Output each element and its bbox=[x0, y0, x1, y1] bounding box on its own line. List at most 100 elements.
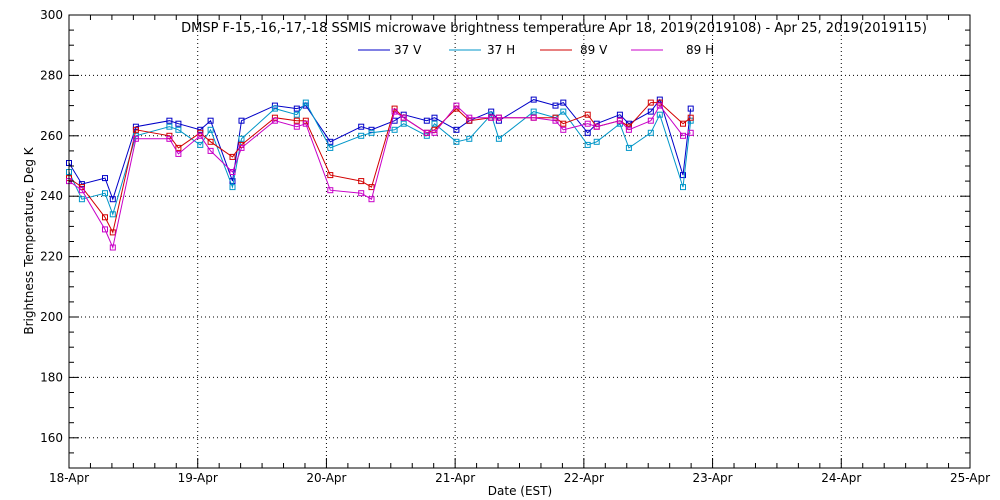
point-89h-13 bbox=[302, 120, 309, 127]
series-line-37v bbox=[68, 98, 692, 201]
point-89h-7 bbox=[197, 132, 204, 139]
y-tick-label-280: 280 bbox=[40, 68, 63, 82]
point-89h-6 bbox=[175, 150, 182, 157]
point-89h-23 bbox=[488, 114, 495, 121]
point-37h-11 bbox=[271, 105, 278, 112]
point-37v-25 bbox=[530, 96, 537, 103]
point-37h-10 bbox=[238, 135, 245, 142]
point-89h-18 bbox=[400, 114, 407, 121]
point-89v-8 bbox=[207, 138, 214, 145]
point-37v-14 bbox=[327, 138, 334, 145]
x-tick-label-5: 23-Apr bbox=[693, 471, 733, 485]
point-37h-12 bbox=[293, 111, 300, 118]
point-89h-8 bbox=[207, 147, 214, 154]
point-89h-20 bbox=[431, 129, 438, 136]
x-tick-label-4: 22-Apr bbox=[564, 471, 604, 485]
point-37h-17 bbox=[391, 126, 398, 133]
point-37v-19 bbox=[423, 117, 430, 124]
series-37h bbox=[66, 99, 694, 218]
point-89v-14 bbox=[327, 172, 334, 179]
point-89v-32 bbox=[647, 99, 654, 106]
point-37h-27 bbox=[560, 108, 567, 115]
point-89h-29 bbox=[593, 123, 600, 130]
y-tick-label-240: 240 bbox=[40, 189, 63, 203]
point-89v-28 bbox=[584, 111, 591, 118]
axis-ticks bbox=[68, 14, 971, 468]
point-37h-33 bbox=[656, 111, 663, 118]
point-89h-33 bbox=[656, 102, 663, 109]
point-37v-26 bbox=[552, 102, 559, 109]
point-37h-9 bbox=[229, 184, 236, 191]
legend-label-89h: 89 H bbox=[686, 43, 714, 57]
point-37h-32 bbox=[647, 129, 654, 136]
point-89h-10 bbox=[238, 144, 245, 151]
y-tick-label-220: 220 bbox=[40, 250, 63, 264]
point-37h-28 bbox=[584, 141, 591, 148]
x-tick-label-6: 24-Apr bbox=[821, 471, 861, 485]
legend-label-37v: 37 V bbox=[394, 43, 422, 57]
point-89v-2 bbox=[102, 214, 108, 221]
point-37v-8 bbox=[207, 117, 214, 124]
point-37v-34 bbox=[680, 172, 686, 179]
point-89h-27 bbox=[560, 126, 567, 133]
point-89v-6 bbox=[175, 144, 182, 151]
point-89h-14 bbox=[327, 187, 334, 194]
point-37v-5 bbox=[166, 117, 173, 124]
point-89h-32 bbox=[647, 117, 654, 124]
point-37h-22 bbox=[466, 135, 473, 142]
point-89v-34 bbox=[680, 120, 686, 127]
point-37h-31 bbox=[625, 144, 632, 151]
x-tick-label-7: 25-Apr bbox=[950, 471, 990, 485]
point-37v-20 bbox=[431, 114, 438, 121]
point-89h-4 bbox=[132, 135, 139, 142]
point-37h-18 bbox=[400, 120, 407, 127]
point-89h-2 bbox=[102, 226, 108, 233]
point-37v-27 bbox=[560, 99, 567, 106]
point-89h-30 bbox=[616, 117, 623, 124]
x-tick-label-2: 20-Apr bbox=[306, 471, 346, 485]
point-89v-15 bbox=[358, 178, 365, 185]
point-89v-35 bbox=[687, 114, 694, 121]
point-37v-3 bbox=[109, 196, 116, 203]
point-37h-1 bbox=[78, 196, 85, 203]
point-37h-3 bbox=[109, 211, 116, 218]
point-37h-24 bbox=[495, 135, 502, 142]
point-37v-32 bbox=[647, 108, 654, 115]
point-89h-11 bbox=[271, 117, 278, 124]
point-89h-22 bbox=[466, 114, 473, 121]
point-89v-27 bbox=[560, 120, 567, 127]
point-89h-16 bbox=[368, 196, 375, 203]
point-89h-1 bbox=[78, 187, 85, 194]
legend-entry-89v: 89 V bbox=[540, 43, 608, 57]
point-37h-20 bbox=[431, 120, 438, 127]
point-89h-15 bbox=[358, 190, 365, 197]
point-37h-8 bbox=[207, 126, 214, 133]
point-37v-15 bbox=[358, 123, 365, 130]
point-37v-28 bbox=[584, 129, 591, 136]
series-89h bbox=[66, 102, 694, 251]
point-89h-28 bbox=[584, 120, 591, 127]
point-89h-9 bbox=[229, 169, 236, 175]
point-89h-5 bbox=[166, 135, 173, 142]
legend-label-89v: 89 V bbox=[580, 43, 608, 57]
point-37v-10 bbox=[238, 117, 245, 124]
y-tick-label-160: 160 bbox=[40, 431, 63, 445]
point-89v-12 bbox=[293, 117, 300, 124]
point-37h-13 bbox=[302, 99, 309, 106]
data-series bbox=[66, 96, 694, 251]
point-89h-3 bbox=[109, 244, 116, 251]
point-89h-25 bbox=[530, 114, 537, 121]
legend-entry-37v: 37 V bbox=[358, 43, 422, 57]
point-37h-7 bbox=[197, 141, 204, 148]
x-tick-label-0: 18-Apr bbox=[49, 471, 89, 485]
point-89h-35 bbox=[687, 129, 694, 136]
point-89h-26 bbox=[552, 117, 559, 124]
point-37h-6 bbox=[175, 126, 182, 133]
point-89h-34 bbox=[680, 132, 686, 139]
point-89h-12 bbox=[293, 123, 300, 130]
tick-labels: 160 180 200 220 240 260 280 300 18-Apr 19-Apr 20-A… bbox=[40, 8, 990, 485]
y-tick-label-260: 260 bbox=[40, 129, 63, 143]
point-37h-15 bbox=[358, 132, 365, 139]
